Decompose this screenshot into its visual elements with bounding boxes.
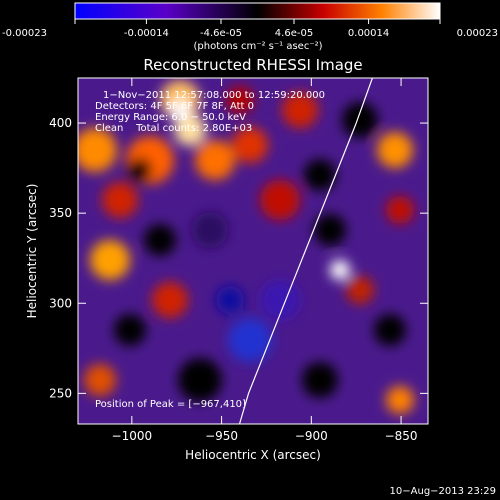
solar-limb-curve — [238, 78, 373, 424]
image-blob — [84, 364, 116, 396]
image-blob — [386, 196, 414, 224]
colorbar — [74, 2, 441, 20]
image-blob — [374, 314, 406, 346]
image-blob — [114, 314, 146, 346]
image-blob — [178, 358, 222, 402]
colorbar-tick-label: 4.6e-05 — [275, 28, 313, 39]
image-blob — [216, 286, 244, 314]
y-tick-label: 400 — [49, 116, 72, 130]
image-blob — [314, 214, 346, 246]
annotation-energy-range: Energy Range: 6.0 − 50.0 keV — [95, 112, 246, 123]
x-tick-label: −1000 — [112, 429, 153, 443]
colorbar-tick-label: -0.00014 — [124, 28, 169, 39]
y-tick-label: 350 — [49, 206, 72, 220]
colorbar-ticks — [74, 19, 441, 24]
colorbar-unit-label: (photons cm⁻² s⁻¹ asec⁻²) — [193, 41, 322, 52]
y-tick-label: 300 — [49, 296, 72, 310]
annotation-time-range: 1−Nov−2011 12:57:08.000 to 12:59:20.000 — [103, 90, 325, 101]
image-blob — [90, 240, 130, 280]
x-tick-label: −850 — [385, 429, 418, 443]
image-blob — [192, 212, 228, 248]
image-blob — [152, 282, 188, 318]
image-blob — [128, 158, 152, 182]
plot-frame — [77, 77, 429, 425]
peak-position-label: Position of Peak = [−967,410] — [95, 399, 246, 410]
image-blob — [195, 140, 235, 180]
image-blob — [377, 132, 413, 168]
image-blob — [260, 180, 300, 220]
y-tick-label: 250 — [49, 386, 72, 400]
colorbar-tick-label: 0.00014 — [348, 28, 389, 39]
image-blob — [78, 128, 117, 172]
heatmap-image — [78, 78, 428, 424]
image-blob — [170, 100, 190, 120]
image-blob — [330, 260, 350, 280]
footer-timestamp: 10−Aug−2013 23:29 — [390, 486, 496, 497]
colorbar-tick-label: -0.00023 — [2, 28, 47, 39]
annotation-detectors: Detectors: 4F 5F 6F 7F 8F, Att 0 — [95, 101, 254, 112]
image-blob — [386, 386, 414, 414]
image-blob — [302, 362, 338, 398]
image-blob — [228, 318, 272, 362]
y-axis-ticks — [78, 122, 428, 394]
colorbar-tick-label: 0.00023 — [457, 28, 498, 39]
image-blob — [304, 159, 336, 191]
x-axis-label: Heliocentric X (arcsec) — [185, 448, 321, 462]
image-blob — [226, 86, 254, 114]
y-axis-label: Heliocentric Y (arcsec) — [25, 184, 39, 319]
x-axis-ticks — [131, 78, 402, 424]
colorbar-tick-label: -4.6e-05 — [200, 28, 242, 39]
image-blob — [102, 182, 138, 218]
image-blob — [346, 276, 374, 304]
x-tick-label: −900 — [295, 429, 328, 443]
image-blob — [174, 114, 206, 146]
image-blob — [144, 224, 176, 256]
chart-title: Reconstructed RHESSI Image — [143, 56, 362, 74]
image-blob — [232, 127, 268, 163]
image-blob — [282, 92, 318, 128]
image-blob — [342, 102, 378, 138]
x-tick-label: −950 — [205, 429, 238, 443]
annotation-clean-counts: Clean Total counts: 2.80E+03 — [95, 123, 252, 134]
